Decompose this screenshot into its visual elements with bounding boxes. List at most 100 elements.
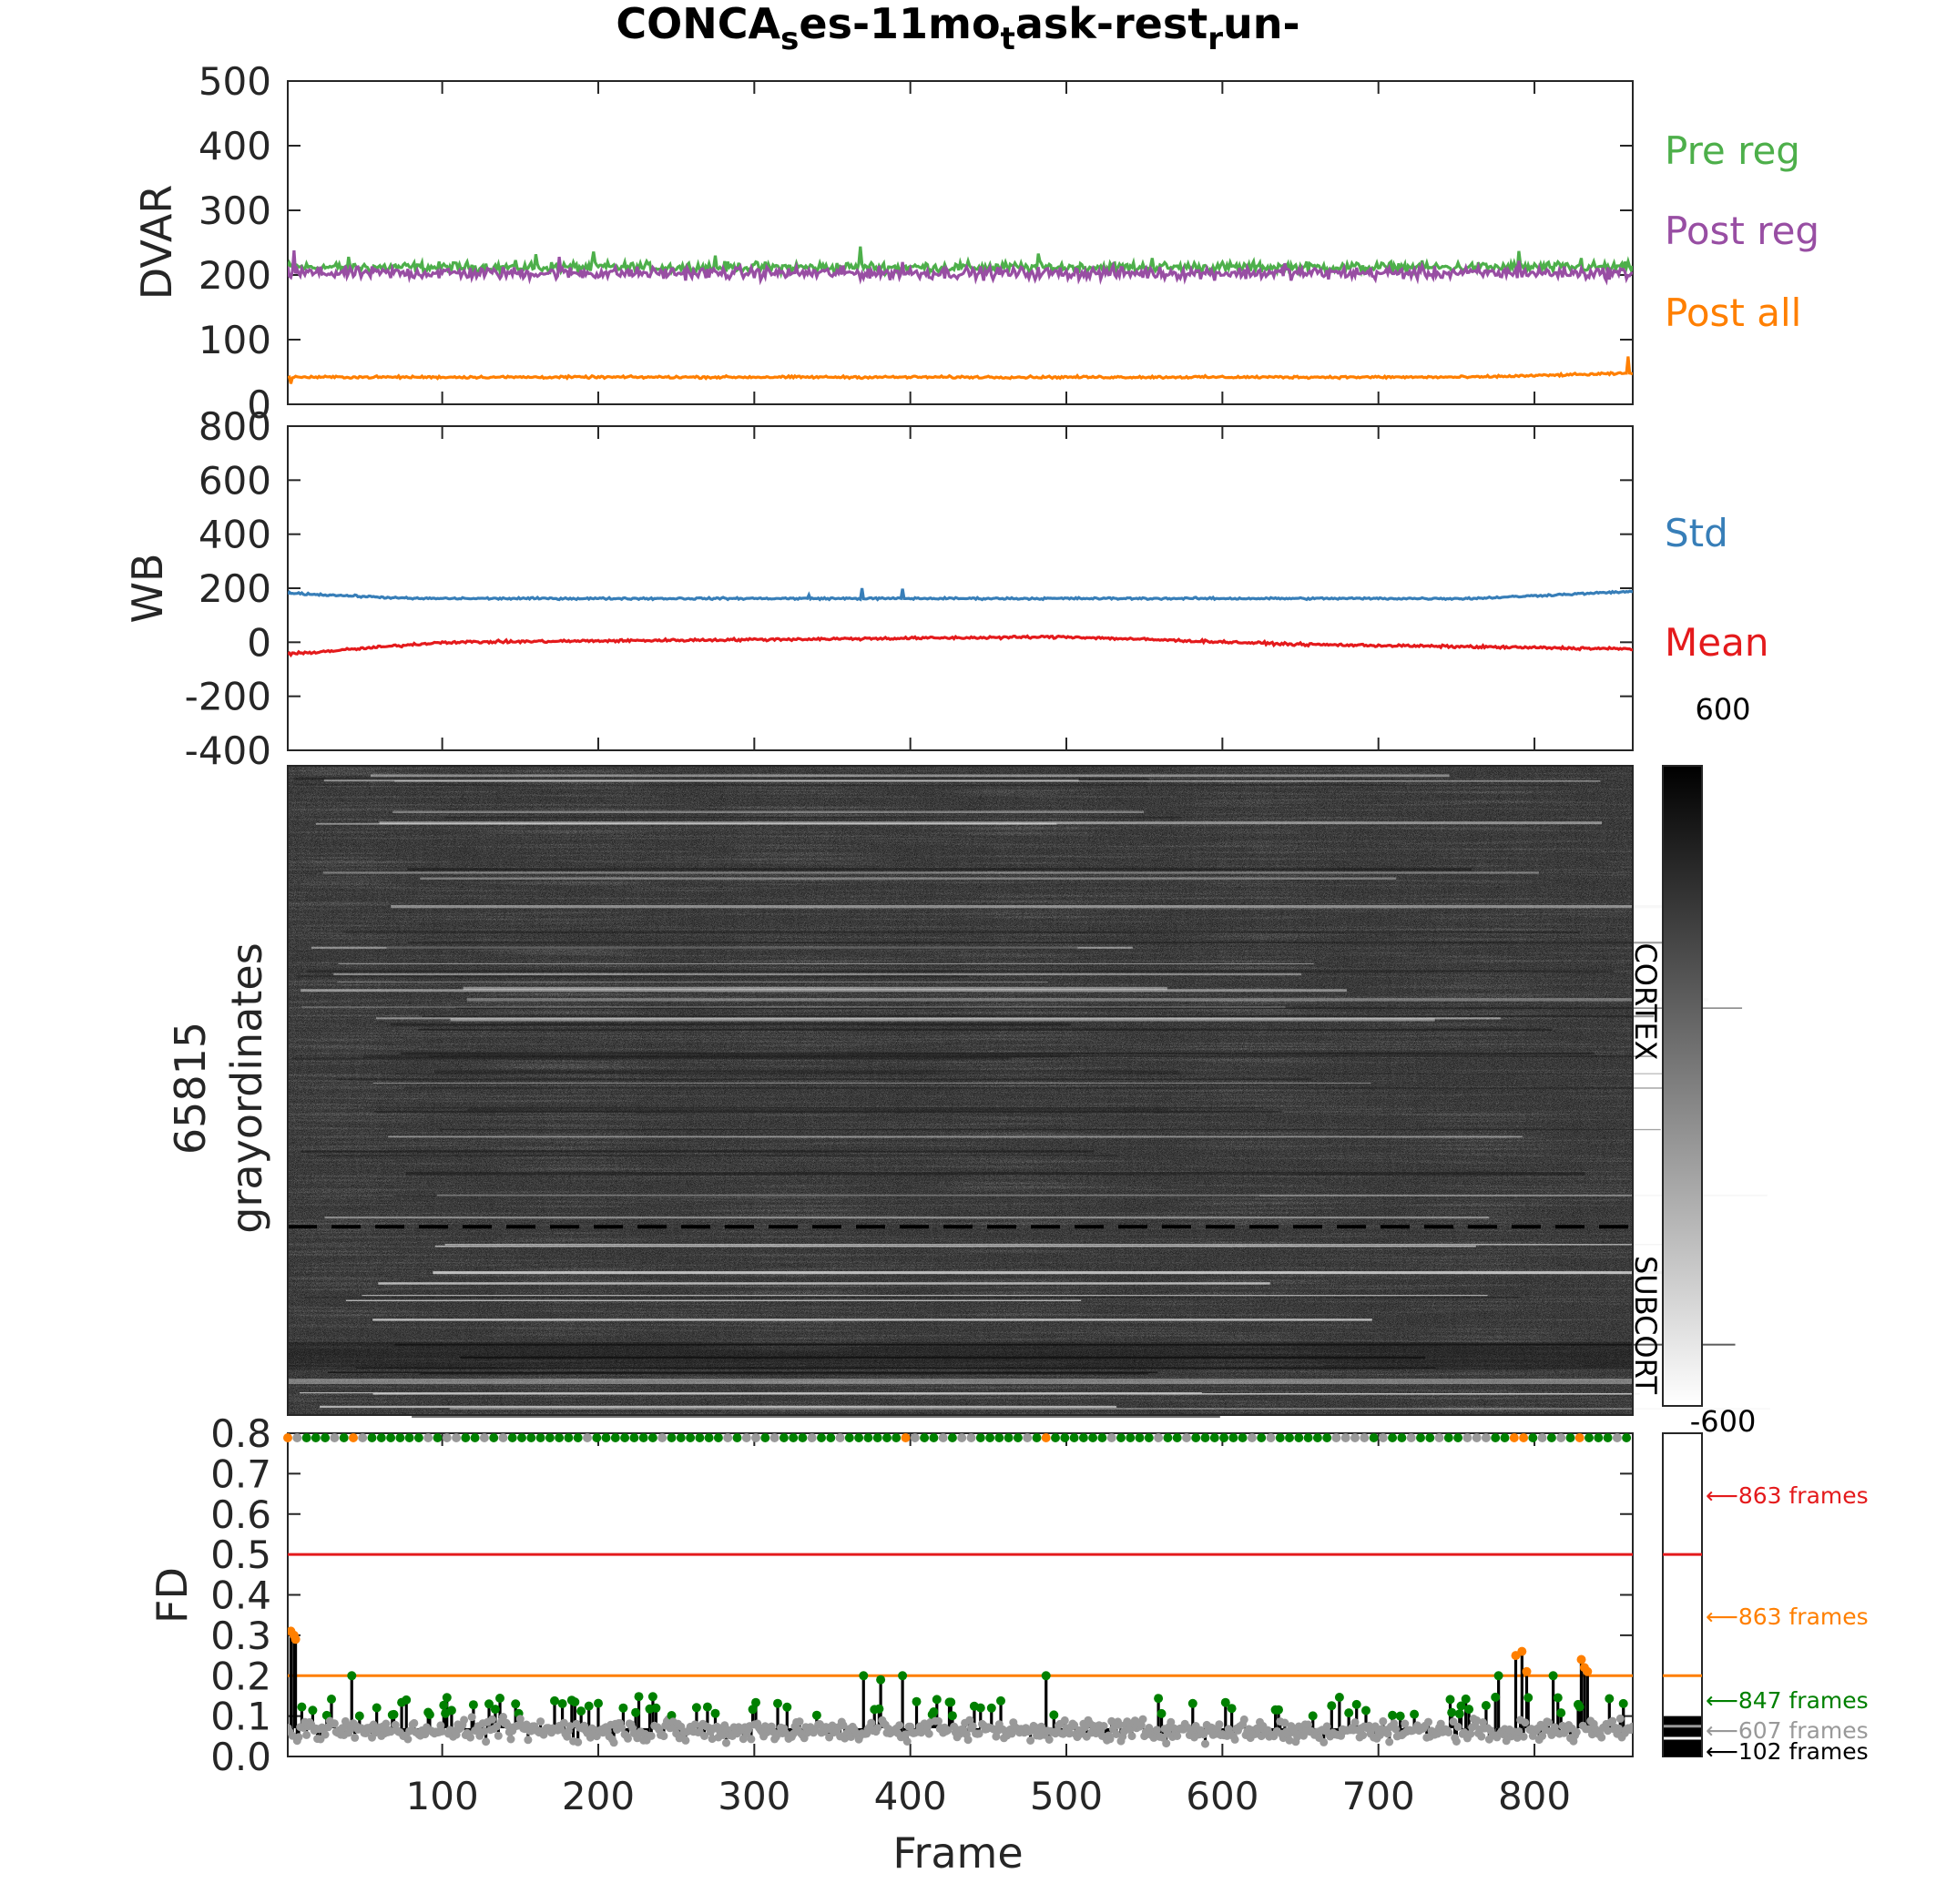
fd-side-fill bbox=[1664, 1716, 1701, 1756]
wb-ytick-label: -200 bbox=[185, 675, 271, 719]
fd-top-marker bbox=[910, 1433, 920, 1442]
heatmap-row-streak bbox=[292, 784, 1569, 786]
fd-top-marker bbox=[1023, 1433, 1033, 1442]
fd-point bbox=[651, 1703, 661, 1713]
fd-top-marker bbox=[882, 1433, 892, 1442]
heatmap-row-streak bbox=[295, 975, 969, 978]
fd-top-marker bbox=[1209, 1433, 1219, 1442]
fd-top-marker bbox=[423, 1433, 433, 1442]
fd-point bbox=[1138, 1715, 1147, 1724]
fd-point bbox=[559, 1718, 568, 1727]
fd-point bbox=[1350, 1718, 1360, 1726]
wb-std-line bbox=[288, 587, 1633, 602]
heatmap-row-streak bbox=[319, 1405, 1117, 1409]
fd-top-marker bbox=[966, 1433, 976, 1442]
fd-top-marker bbox=[311, 1433, 321, 1442]
dvar-panel: 0 100 200 300 400 500 DVAR Pre reg Post reg Pos… bbox=[132, 59, 1819, 427]
fd-point bbox=[467, 1713, 476, 1722]
heatmap-row-streak bbox=[342, 931, 1580, 933]
heatmap-row-streak bbox=[324, 1217, 1490, 1219]
fd-point bbox=[1112, 1730, 1121, 1738]
fd-point bbox=[1544, 1718, 1553, 1726]
fd-point bbox=[859, 1671, 869, 1681]
fd-point bbox=[1167, 1717, 1176, 1726]
fd-top-marker bbox=[1481, 1433, 1491, 1442]
fd-top-marker bbox=[713, 1433, 723, 1442]
fd-top-marker bbox=[1172, 1433, 1182, 1442]
heatmap-row-streak bbox=[422, 1015, 1655, 1018]
heatmap-row-streak bbox=[378, 1282, 1270, 1285]
fd-top-marker bbox=[1257, 1433, 1267, 1442]
fd-point bbox=[647, 1731, 656, 1740]
fd-point bbox=[710, 1708, 720, 1718]
fd-point bbox=[308, 1705, 318, 1716]
heatmap-row-streak bbox=[390, 1023, 1072, 1026]
wb-ytick-label: -400 bbox=[185, 728, 271, 773]
fd-top-marker bbox=[1200, 1433, 1210, 1442]
fd-top-marker bbox=[854, 1433, 864, 1442]
fd-point bbox=[495, 1694, 504, 1703]
fd-ytick-label: 0.4 bbox=[210, 1573, 271, 1618]
fd-top-marker bbox=[1491, 1433, 1501, 1442]
fd-top-marker bbox=[1013, 1433, 1023, 1442]
heatmap-row-streak bbox=[420, 877, 1397, 880]
fd-top-marker bbox=[1546, 1433, 1556, 1442]
fd-point bbox=[410, 1718, 419, 1727]
fd-top-marker bbox=[1154, 1433, 1164, 1442]
fd-point bbox=[1060, 1716, 1069, 1725]
fd-point bbox=[446, 1705, 456, 1716]
fd-top-marker bbox=[573, 1433, 583, 1442]
fd-point bbox=[1187, 1698, 1197, 1708]
fd-point bbox=[1379, 1716, 1388, 1726]
fd-point bbox=[1466, 1729, 1475, 1738]
fd-point bbox=[1239, 1715, 1248, 1724]
fd-side-box bbox=[1662, 1432, 1703, 1757]
fd-top-marker bbox=[1434, 1433, 1444, 1442]
fd-top-marker bbox=[1126, 1433, 1136, 1442]
fd-top-marker bbox=[657, 1433, 667, 1442]
heatmap-row-streak bbox=[420, 1372, 1149, 1375]
fd-top-marker bbox=[292, 1433, 302, 1442]
fd-top-marker bbox=[1594, 1433, 1604, 1442]
wb-mean-line bbox=[288, 634, 1633, 658]
fd-top-marker bbox=[1388, 1433, 1398, 1442]
fd-ytick-label: 0.2 bbox=[210, 1654, 271, 1698]
fd-top-marker bbox=[1097, 1433, 1107, 1442]
fd-point bbox=[515, 1715, 525, 1724]
fd-point bbox=[438, 1726, 447, 1736]
fd-top-marker bbox=[1584, 1433, 1594, 1442]
fd-ytick-label: 0.6 bbox=[210, 1492, 271, 1537]
fd-top-marker bbox=[1500, 1433, 1510, 1442]
fd-top-marker bbox=[686, 1433, 696, 1442]
fd-point bbox=[1456, 1701, 1466, 1711]
heatmap-row-streak bbox=[379, 821, 1603, 825]
fd-top-marker bbox=[1266, 1433, 1276, 1442]
heatmap-row-streak bbox=[388, 1135, 1523, 1138]
fd-top-marker bbox=[1360, 1433, 1370, 1442]
fd-xtick-label: 700 bbox=[1342, 1774, 1415, 1818]
fd-point bbox=[1157, 1708, 1167, 1718]
fd-point bbox=[442, 1693, 452, 1703]
heatmap-row-streak bbox=[430, 1055, 1657, 1057]
colorbar bbox=[1662, 765, 1703, 1407]
dvar-ytick-label: 100 bbox=[199, 318, 271, 362]
fd-point bbox=[1452, 1737, 1461, 1746]
fd-point bbox=[386, 1727, 395, 1736]
heatmap-row-streak bbox=[467, 1108, 1168, 1111]
fd-point bbox=[1445, 1695, 1455, 1705]
fd-top-marker bbox=[957, 1433, 967, 1442]
fd-top-marker bbox=[1416, 1433, 1425, 1442]
fd-point bbox=[1274, 1705, 1283, 1715]
fd-top-marker bbox=[704, 1433, 714, 1442]
fd-xtick-label: 100 bbox=[406, 1774, 479, 1818]
fd-top-marker bbox=[601, 1433, 611, 1442]
heatmap-section-subcort: SUBCORT bbox=[1628, 1256, 1663, 1395]
fd-frames-label: ⟵863 frames bbox=[1706, 1604, 1869, 1630]
fd-top-marker bbox=[798, 1433, 808, 1442]
dvar-ylabel: DVAR bbox=[132, 185, 181, 300]
fd-point bbox=[722, 1738, 730, 1747]
fd-point bbox=[811, 1710, 821, 1720]
fd-point bbox=[1464, 1705, 1474, 1715]
heatmap-row-streak bbox=[386, 946, 1078, 950]
fd-top-marker bbox=[835, 1433, 845, 1442]
